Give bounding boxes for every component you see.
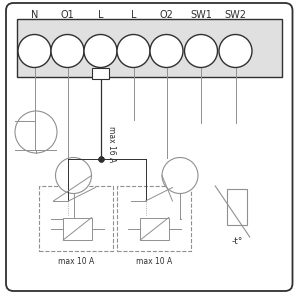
Text: O2: O2 bbox=[160, 10, 173, 20]
Circle shape bbox=[18, 34, 51, 68]
Circle shape bbox=[162, 158, 198, 194]
Text: N: N bbox=[31, 10, 38, 20]
Text: max 16 A: max 16 A bbox=[107, 126, 116, 162]
FancyBboxPatch shape bbox=[6, 3, 292, 291]
Circle shape bbox=[219, 34, 252, 68]
Text: SW1: SW1 bbox=[190, 10, 212, 20]
Circle shape bbox=[51, 34, 84, 68]
Bar bbox=[227, 189, 247, 225]
Bar bbox=[140, 218, 169, 240]
Circle shape bbox=[150, 34, 183, 68]
Text: L: L bbox=[131, 10, 136, 20]
Circle shape bbox=[56, 158, 92, 194]
Text: SW2: SW2 bbox=[224, 10, 247, 20]
Text: A1: A1 bbox=[67, 170, 80, 181]
Circle shape bbox=[15, 111, 57, 153]
Text: max 10 A: max 10 A bbox=[58, 257, 94, 266]
Bar bbox=[16, 20, 282, 76]
Circle shape bbox=[84, 34, 117, 68]
Text: L: L bbox=[98, 10, 103, 20]
Bar bbox=[63, 218, 92, 240]
Text: max 10 A: max 10 A bbox=[136, 257, 172, 266]
Bar bbox=[39, 186, 112, 250]
Text: A2: A2 bbox=[174, 170, 186, 181]
Bar bbox=[92, 68, 109, 79]
Text: O1: O1 bbox=[61, 10, 74, 20]
Bar bbox=[117, 186, 190, 250]
Circle shape bbox=[184, 34, 218, 68]
Text: V: V bbox=[32, 127, 40, 137]
Circle shape bbox=[117, 34, 150, 68]
Text: -t°: -t° bbox=[231, 237, 243, 246]
